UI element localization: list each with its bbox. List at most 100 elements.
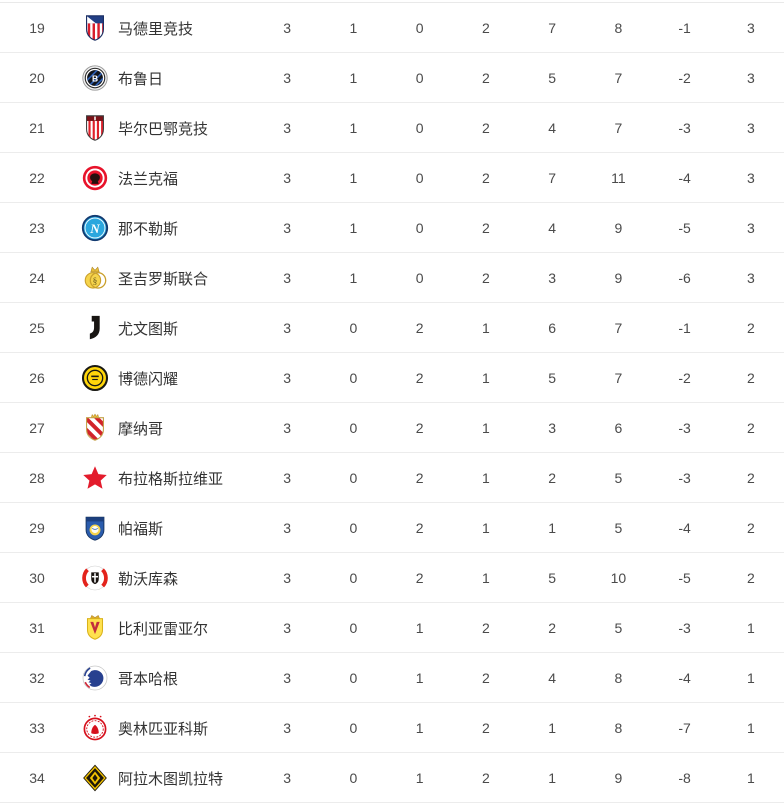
kairat-almaty-crest-icon xyxy=(74,753,116,803)
stat-losses: 2 xyxy=(481,120,490,136)
table-row[interactable]: 30 勒沃库森 3 0 2 1 5 10 -5 2 xyxy=(0,553,784,603)
stat-played: 3 xyxy=(283,220,292,236)
stat-goals-against: 6 xyxy=(614,420,623,436)
table-row[interactable]: 21 毕尔巴鄂竞技 3 1 0 2 4 7 -3 3 xyxy=(0,103,784,153)
stat-goals-for: 1 xyxy=(548,720,557,736)
stat-wins: 1 xyxy=(349,70,358,86)
stat-played: 3 xyxy=(283,570,292,586)
stat-losses: 1 xyxy=(481,320,490,336)
stat-goals-for: 6 xyxy=(548,320,557,336)
stat-goal-diff: -4 xyxy=(678,670,691,686)
stat-losses: 1 xyxy=(481,570,490,586)
slavia-prague-crest-icon xyxy=(74,453,116,503)
table-row[interactable]: 28 布拉格斯拉维亚 3 0 2 1 2 5 -3 2 xyxy=(0,453,784,503)
stat-played: 3 xyxy=(283,120,292,136)
table-row[interactable]: 22 法兰克福 3 1 0 2 7 11 -4 3 xyxy=(0,153,784,203)
stat-goals-against: 9 xyxy=(614,770,623,786)
stat-losses: 1 xyxy=(481,420,490,436)
stat-goal-diff: -4 xyxy=(678,520,691,536)
rank-number: 25 xyxy=(29,320,45,336)
table-row[interactable]: 25 尤文图斯 3 0 2 1 6 7 -1 2 xyxy=(0,303,784,353)
rank-number: 28 xyxy=(29,470,45,486)
stat-points: 2 xyxy=(746,420,755,436)
stat-draws: 1 xyxy=(415,670,424,686)
table-row[interactable]: 31 比利亚雷亚尔 3 0 1 2 2 5 -3 1 xyxy=(0,603,784,653)
team-name: 毕尔巴鄂竞技 xyxy=(118,120,209,138)
team-name: 帕福斯 xyxy=(118,520,164,538)
stat-played: 3 xyxy=(283,170,292,186)
svg-text:B: B xyxy=(92,73,98,83)
stat-points: 2 xyxy=(746,520,755,536)
stat-goals-for: 2 xyxy=(548,470,557,486)
stat-goals-for: 7 xyxy=(548,20,557,36)
rank-number: 27 xyxy=(29,420,45,436)
stat-goals-against: 5 xyxy=(614,470,623,486)
team-name: 奥林匹亚科斯 xyxy=(118,720,209,738)
table-row[interactable]: 32 哥本哈根 3 0 1 2 4 8 -4 1 xyxy=(0,653,784,703)
stat-goals-for: 2 xyxy=(548,620,557,636)
stat-played: 3 xyxy=(283,20,292,36)
stat-played: 3 xyxy=(283,370,292,386)
table-row[interactable]: 26 博德闪耀 3 0 2 1 5 7 -2 2 xyxy=(0,353,784,403)
team-name: 那不勒斯 xyxy=(118,220,179,238)
rank-number: 26 xyxy=(29,370,45,386)
stat-losses: 2 xyxy=(481,170,490,186)
stat-wins: 0 xyxy=(349,320,358,336)
stat-goals-against: 8 xyxy=(614,670,623,686)
rank-number: 21 xyxy=(29,120,45,136)
stat-played: 3 xyxy=(283,620,292,636)
stat-goals-for: 5 xyxy=(548,70,557,86)
stat-points: 2 xyxy=(746,320,755,336)
rank-number: 33 xyxy=(29,720,45,736)
villarreal-crest-icon xyxy=(74,603,116,653)
stat-points: 1 xyxy=(746,670,755,686)
rank-number: 34 xyxy=(29,770,45,786)
stat-goals-for: 3 xyxy=(548,420,557,436)
team-name: 布拉格斯拉维亚 xyxy=(118,470,224,488)
stat-played: 3 xyxy=(283,320,292,336)
rank-number: 24 xyxy=(29,270,45,286)
table-row[interactable]: 20 B 布鲁日 3 1 0 2 5 7 -2 3 xyxy=(0,53,784,103)
table-row[interactable]: 34 阿拉木图凯拉特 3 0 1 2 1 9 -8 1 xyxy=(0,753,784,803)
stat-wins: 1 xyxy=(349,120,358,136)
table-row[interactable]: 29 帕福斯 3 0 2 1 1 5 -4 2 xyxy=(0,503,784,553)
table-row[interactable]: 27 摩纳哥 3 0 2 1 3 6 -3 2 xyxy=(0,403,784,453)
table-row[interactable]: 24 § 圣吉罗斯联合 3 1 0 2 3 9 -6 3 xyxy=(0,253,784,303)
stat-goals-for: 4 xyxy=(548,120,557,136)
team-name: 阿拉木图凯拉特 xyxy=(118,770,224,788)
stat-played: 3 xyxy=(283,70,292,86)
stat-losses: 2 xyxy=(481,620,490,636)
stat-goals-for: 5 xyxy=(548,370,557,386)
stat-points: 1 xyxy=(746,770,755,786)
team-name: 哥本哈根 xyxy=(118,670,179,688)
stat-wins: 0 xyxy=(349,620,358,636)
stat-goals-against: 10 xyxy=(610,570,627,586)
stat-goals-against: 9 xyxy=(614,270,623,286)
stat-draws: 2 xyxy=(415,370,424,386)
team-name: 圣吉罗斯联合 xyxy=(118,270,209,288)
stat-goals-against: 8 xyxy=(614,720,623,736)
stat-goals-against: 8 xyxy=(614,20,623,36)
stat-goal-diff: -2 xyxy=(678,70,691,86)
stat-losses: 2 xyxy=(481,670,490,686)
stat-goal-diff: -7 xyxy=(678,720,691,736)
table-row[interactable]: 33 奥林匹亚科斯 3 0 1 2 1 8 -7 1 xyxy=(0,703,784,753)
stat-points: 3 xyxy=(746,270,755,286)
table-row[interactable]: 23 N 那不勒斯 3 1 0 2 4 9 -5 3 xyxy=(0,203,784,253)
stat-draws: 0 xyxy=(415,220,424,236)
stat-played: 3 xyxy=(283,720,292,736)
athletic-bilbao-crest-icon xyxy=(74,103,116,153)
stat-points: 3 xyxy=(746,170,755,186)
stat-played: 3 xyxy=(283,270,292,286)
stat-goals-against: 7 xyxy=(614,120,623,136)
table-row[interactable]: 19 马德里竞技 3 1 0 2 7 8 -1 3 xyxy=(0,3,784,53)
team-name: 比利亚雷亚尔 xyxy=(118,620,209,638)
stat-goals-against: 7 xyxy=(614,320,623,336)
stat-goal-diff: -4 xyxy=(678,170,691,186)
stat-wins: 1 xyxy=(349,170,358,186)
team-name: 摩纳哥 xyxy=(118,420,164,438)
stat-draws: 2 xyxy=(415,320,424,336)
svg-text:N: N xyxy=(89,221,100,236)
stat-goal-diff: -6 xyxy=(678,270,691,286)
stat-played: 3 xyxy=(283,520,292,536)
